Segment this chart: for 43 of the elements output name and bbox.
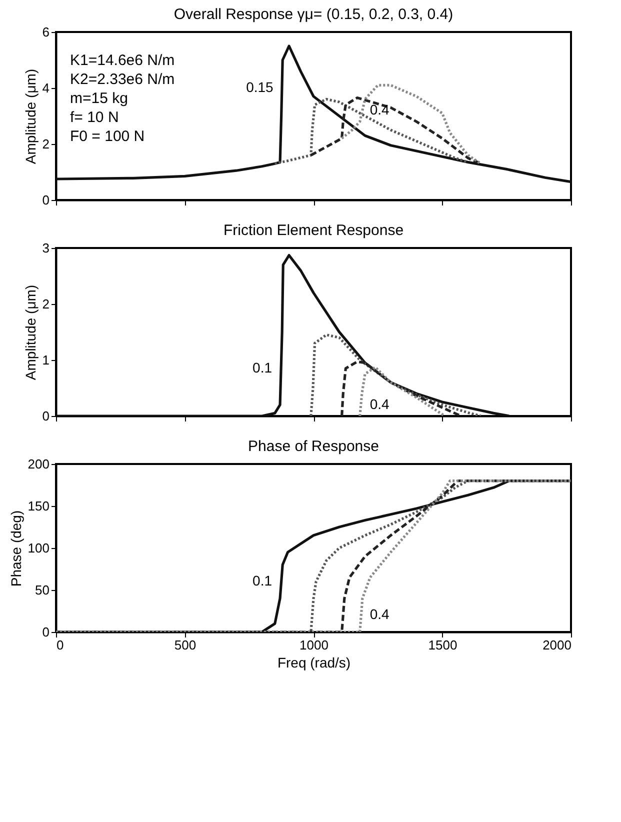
line-series [310,334,482,416]
x-tick-label: 1500 [428,638,458,652]
series-label: 0.4 [370,606,390,622]
series-label: 0.1 [252,572,272,589]
y-tick-label: 200 [28,456,50,472]
series-label: 0.1 [252,359,272,376]
y-tick-label: 100 [28,540,50,556]
line-series [340,360,462,416]
annotation: m=15 kg [70,90,128,107]
y-tick-label: 2 [42,136,50,152]
x-tick-label: 500 [174,638,196,652]
y-tick-label: 0 [42,624,50,640]
y-tick-label: 0 [42,192,50,208]
series-label: 0.15 [246,79,274,95]
y-tick-label: 0 [42,408,50,424]
y-tick-label: 4 [42,80,50,96]
series-label: 0.4 [370,396,390,412]
y-tick-label: 50 [35,582,50,598]
chart-title: Overall Response γμ= (0.15, 0.2, 0.3, 0.4) [174,6,454,23]
line-series [56,254,510,416]
line-series [56,44,571,184]
y-tick-label: 6 [42,24,50,40]
series-label: 0.4 [370,101,390,118]
annotation: K1=14.6e6 N/m [70,52,175,69]
x-tick-label: 2000 [542,638,572,652]
y-axis-title: Amplitude (μm) [22,68,38,164]
annotation: f= 10 N [70,109,119,126]
x-tick-label: 1000 [300,638,328,652]
line-series [274,98,470,165]
x-tick-label: 0 [56,638,64,652]
y-tick-label: 1 [42,352,50,368]
y-axis-title: Phase (deg) [8,510,24,587]
x-axis-title: Freq (rad/s) [277,654,351,670]
annotation: K2=2.33e6 N/m [70,71,175,88]
line-series [358,366,446,416]
line-series [340,84,482,165]
y-axis-title: Amplitude (μm) [22,284,38,380]
y-tick-label: 2 [42,296,50,312]
annotation: F0 = 100 N [70,128,145,145]
y-tick-label: 150 [28,498,50,514]
chart-title: Phase of Response [248,438,379,455]
y-tick-label: 3 [42,240,50,256]
chart-title: Friction Element Response [223,222,404,239]
